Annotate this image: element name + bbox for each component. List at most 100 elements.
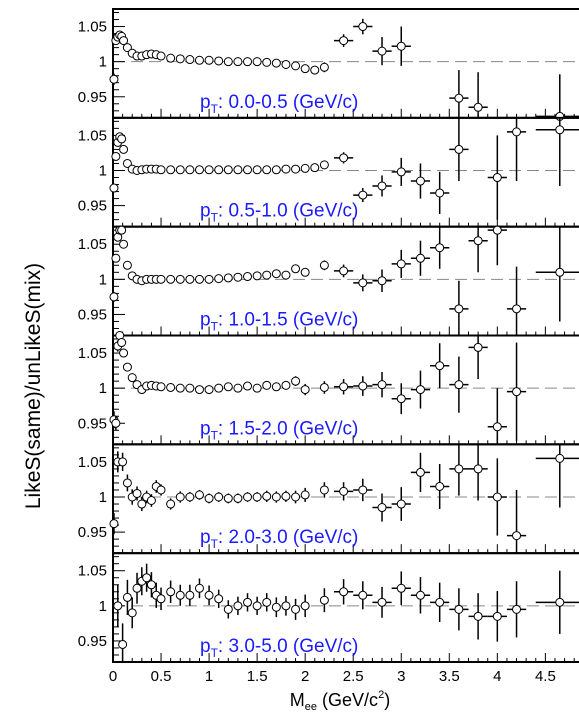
data-point xyxy=(468,444,488,501)
y-tick-label: 0.95 xyxy=(78,524,107,541)
y-tick-label: 1 xyxy=(99,271,107,288)
panel-2: 0.95 1 1.05 pT: 0.5-1.0 (GeV/c) xyxy=(78,116,579,228)
data-point xyxy=(262,380,272,390)
marker xyxy=(339,382,349,392)
data-point xyxy=(252,271,262,281)
marker xyxy=(214,274,224,284)
marker xyxy=(119,348,129,358)
marker xyxy=(512,127,522,137)
data-point xyxy=(166,580,176,604)
data-point xyxy=(175,274,185,284)
marker xyxy=(473,464,483,474)
data-point xyxy=(487,225,507,266)
data-point xyxy=(353,188,373,203)
panel-label-prefix: p xyxy=(200,636,211,657)
data-point xyxy=(391,26,411,66)
panel-label-sub: T xyxy=(211,320,219,334)
data-point xyxy=(410,240,431,276)
data-point xyxy=(117,338,127,348)
data-point xyxy=(262,270,272,280)
marker xyxy=(512,531,522,541)
data-point xyxy=(300,487,310,502)
data-point xyxy=(243,593,253,612)
marker xyxy=(137,499,147,509)
data-point xyxy=(333,482,354,501)
data-point xyxy=(319,260,329,271)
panel-label-prefix: p xyxy=(200,201,211,222)
y-tick-label: 1 xyxy=(99,598,107,615)
y-tick-label: 1 xyxy=(99,489,107,506)
marker xyxy=(111,151,121,161)
data-point xyxy=(204,274,214,284)
data-point xyxy=(166,498,176,510)
marker xyxy=(339,36,349,46)
data-point xyxy=(281,164,291,174)
marker xyxy=(454,93,464,103)
marker xyxy=(454,380,464,390)
marker xyxy=(555,597,565,607)
marker xyxy=(194,385,204,395)
data-point xyxy=(262,165,272,175)
marker xyxy=(185,274,195,284)
y-tick-label: 1.05 xyxy=(78,236,107,253)
data-point xyxy=(166,382,176,392)
marker xyxy=(492,225,502,235)
data-point xyxy=(252,492,262,502)
data-point xyxy=(487,458,507,536)
data-point xyxy=(166,274,176,284)
data-point xyxy=(127,373,137,383)
marker xyxy=(214,56,224,66)
data-point xyxy=(372,269,392,292)
data-point xyxy=(449,70,469,118)
data-point xyxy=(252,165,262,175)
data-point xyxy=(233,57,243,67)
marker xyxy=(339,587,349,597)
data-point xyxy=(109,291,119,302)
data-point xyxy=(223,273,233,283)
marker xyxy=(175,590,185,600)
data-point xyxy=(449,117,469,182)
panel-label: pT: 0.5-1.0 (GeV/c) xyxy=(200,201,358,225)
marker xyxy=(358,22,368,32)
marker xyxy=(204,55,214,65)
data-point xyxy=(281,270,291,280)
marker xyxy=(252,383,262,393)
data-point xyxy=(535,74,579,121)
y-tick-label: 0.95 xyxy=(78,633,107,650)
marker xyxy=(175,54,185,64)
x-tick-label: 4.5 xyxy=(535,668,556,685)
marker xyxy=(117,338,127,348)
marker xyxy=(127,373,137,383)
marker xyxy=(118,639,128,649)
marker xyxy=(122,158,132,168)
data-point xyxy=(214,274,224,284)
marker xyxy=(185,590,195,600)
marker xyxy=(262,270,272,280)
marker xyxy=(122,43,132,53)
data-point xyxy=(430,343,450,389)
marker xyxy=(512,304,522,314)
marker xyxy=(185,383,195,393)
marker xyxy=(396,499,406,509)
data-point xyxy=(194,55,204,65)
data-point xyxy=(243,57,253,67)
data-point xyxy=(300,64,310,74)
data-point xyxy=(185,383,195,393)
marker xyxy=(377,503,387,513)
marker xyxy=(233,165,243,175)
marker xyxy=(194,55,204,65)
panel-label-prefix: p xyxy=(200,310,211,331)
marker xyxy=(492,173,502,183)
data-point xyxy=(410,577,431,614)
data-point xyxy=(391,383,411,415)
marker xyxy=(281,491,291,501)
marker xyxy=(214,383,224,393)
data-point xyxy=(185,584,195,606)
x-axis-label: Mee (GeV/c2) xyxy=(290,689,390,713)
marker xyxy=(300,163,310,173)
marker xyxy=(243,381,253,391)
data-point xyxy=(353,478,373,502)
marker xyxy=(473,236,483,246)
data-point xyxy=(252,383,262,393)
data-point xyxy=(449,444,469,496)
